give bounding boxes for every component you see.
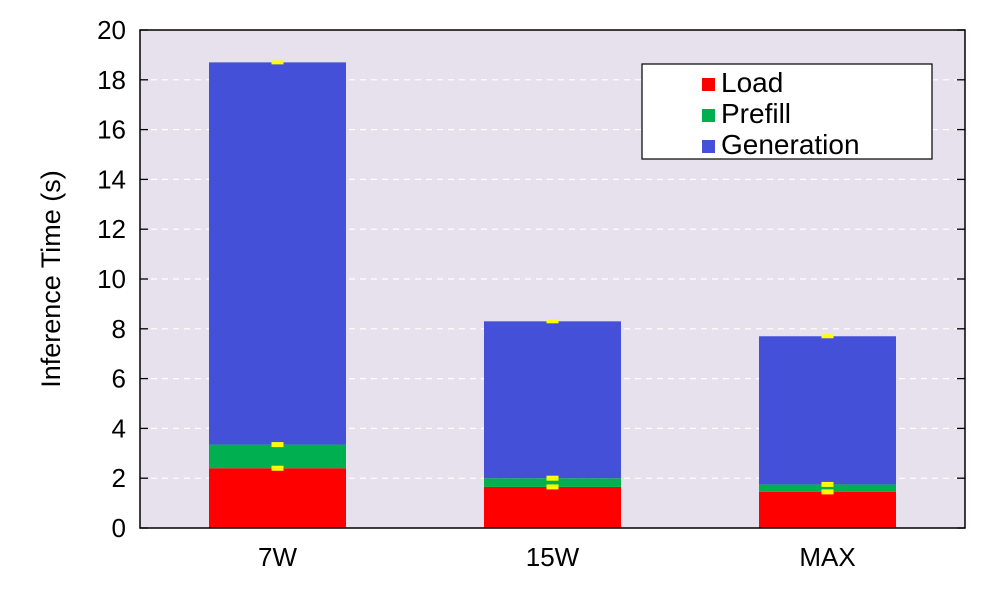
bar-group (209, 62, 896, 528)
y-tick-label: 18 (97, 65, 126, 95)
legend-box (641, 63, 933, 160)
legend-swatch-prefill (702, 109, 715, 122)
legend-label-prefill: Prefill (721, 98, 791, 129)
y-tick-label: 2 (112, 463, 126, 493)
x-tick-label: 7W (258, 542, 297, 572)
legend-label-load: Load (721, 67, 783, 98)
legend-label-generation: Generation (721, 129, 860, 160)
error-bar-group (271, 60, 834, 495)
legend-swatch-load (702, 78, 715, 91)
y-tick-label: 16 (97, 115, 126, 145)
y-tick-label: 0 (112, 513, 126, 543)
y-tick-label: 20 (97, 15, 126, 45)
y-axis-ticks: 0 2 4 6 8 10 12 14 16 18 20 (97, 15, 965, 543)
bar-segment-generation (759, 336, 896, 485)
y-tick-label: 8 (112, 314, 126, 344)
y-tick-label: 4 (112, 413, 126, 443)
x-tick-label: MAX (799, 542, 855, 572)
x-axis-ticks: 7W 15W MAX (258, 542, 856, 572)
bar-segment-load (484, 486, 621, 528)
legend-swatch-generation (702, 140, 715, 153)
y-tick-label: 14 (97, 164, 126, 194)
bar-segment-generation (209, 62, 346, 445)
bar-segment-generation (484, 321, 621, 479)
bar-segment-prefill (209, 444, 346, 469)
bar-segment-prefill (759, 484, 896, 492)
y-axis-title: Inference Time (s) (36, 170, 66, 388)
bar-segment-load (209, 468, 346, 528)
y-tick-label: 12 (97, 214, 126, 244)
y-tick-label: 10 (97, 264, 126, 294)
x-tick-label: 15W (526, 542, 580, 572)
bar-segment-load (759, 491, 896, 528)
y-tick-label: 6 (112, 364, 126, 394)
bar-segment-prefill (484, 478, 621, 487)
